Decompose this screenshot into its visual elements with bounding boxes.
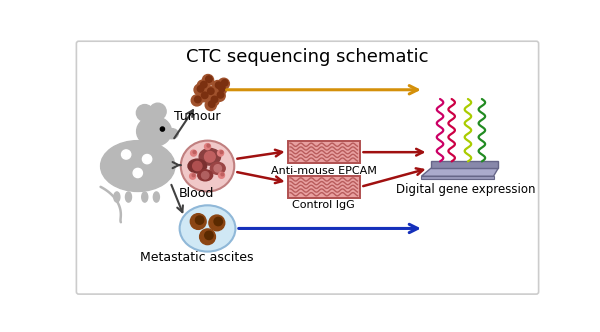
Circle shape — [220, 151, 223, 154]
Circle shape — [204, 87, 215, 98]
Circle shape — [191, 150, 197, 156]
Circle shape — [212, 81, 223, 92]
Circle shape — [208, 95, 219, 106]
FancyBboxPatch shape — [288, 141, 360, 163]
Ellipse shape — [198, 170, 212, 181]
Circle shape — [194, 96, 201, 103]
Circle shape — [205, 144, 211, 150]
Circle shape — [221, 173, 224, 176]
Circle shape — [200, 81, 207, 88]
Circle shape — [196, 216, 204, 224]
Circle shape — [211, 96, 218, 103]
Circle shape — [218, 172, 224, 178]
Circle shape — [190, 173, 196, 179]
Text: Metastatic ascites: Metastatic ascites — [140, 251, 254, 264]
Circle shape — [217, 92, 224, 98]
Ellipse shape — [211, 162, 225, 174]
Text: Digital gene expression: Digital gene expression — [396, 183, 535, 196]
Circle shape — [197, 86, 204, 92]
Polygon shape — [421, 176, 493, 179]
FancyBboxPatch shape — [76, 41, 539, 294]
Circle shape — [206, 76, 212, 82]
Ellipse shape — [199, 148, 221, 165]
Circle shape — [160, 127, 164, 131]
Circle shape — [133, 168, 142, 178]
Circle shape — [218, 150, 224, 156]
Circle shape — [191, 95, 202, 106]
Circle shape — [208, 88, 214, 94]
Circle shape — [205, 151, 215, 162]
Circle shape — [205, 231, 213, 240]
Ellipse shape — [125, 192, 131, 202]
Ellipse shape — [154, 192, 160, 202]
Circle shape — [214, 217, 223, 226]
Circle shape — [193, 151, 196, 154]
Text: Anti-mouse EPCAM: Anti-mouse EPCAM — [271, 166, 377, 176]
Circle shape — [149, 103, 166, 120]
Circle shape — [214, 165, 221, 172]
Ellipse shape — [188, 159, 206, 173]
Ellipse shape — [165, 128, 178, 139]
Circle shape — [202, 92, 208, 99]
Text: Control IgG: Control IgG — [292, 200, 355, 210]
Circle shape — [209, 215, 225, 231]
Ellipse shape — [142, 192, 148, 202]
Circle shape — [192, 174, 195, 177]
Ellipse shape — [137, 116, 172, 146]
Circle shape — [207, 144, 210, 147]
Circle shape — [142, 154, 152, 164]
Circle shape — [202, 172, 209, 179]
Circle shape — [121, 150, 131, 159]
Polygon shape — [421, 168, 498, 176]
Circle shape — [218, 85, 225, 92]
Circle shape — [198, 91, 209, 102]
FancyBboxPatch shape — [288, 176, 360, 198]
Circle shape — [215, 82, 222, 88]
Circle shape — [197, 80, 208, 91]
Ellipse shape — [101, 141, 175, 192]
Ellipse shape — [179, 205, 235, 252]
Ellipse shape — [114, 192, 120, 202]
Text: Tumour: Tumour — [173, 110, 220, 123]
Circle shape — [215, 84, 227, 95]
Circle shape — [205, 100, 217, 111]
Circle shape — [200, 229, 215, 245]
Text: CTC sequencing schematic: CTC sequencing schematic — [186, 48, 429, 66]
Circle shape — [190, 214, 206, 229]
Circle shape — [202, 74, 214, 86]
Polygon shape — [431, 161, 498, 168]
Text: Blood: Blood — [179, 187, 215, 200]
Circle shape — [208, 101, 215, 107]
Ellipse shape — [181, 141, 234, 192]
Circle shape — [194, 84, 205, 95]
Circle shape — [193, 161, 202, 171]
Circle shape — [221, 80, 228, 86]
Circle shape — [214, 90, 225, 101]
Circle shape — [218, 78, 229, 89]
Circle shape — [136, 105, 153, 121]
